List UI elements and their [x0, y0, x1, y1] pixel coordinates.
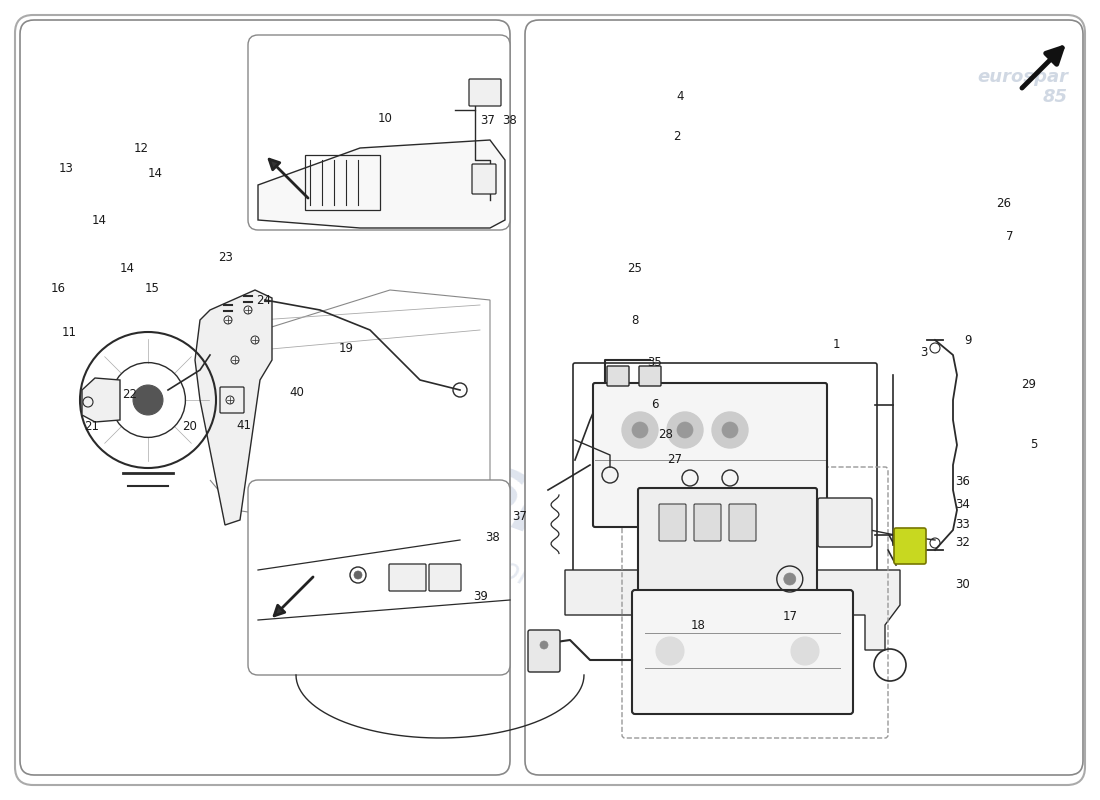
- Text: 33: 33: [955, 518, 970, 530]
- Text: 18: 18: [691, 619, 706, 632]
- FancyBboxPatch shape: [639, 366, 661, 386]
- Text: 35: 35: [647, 356, 662, 369]
- Text: 26: 26: [996, 197, 1011, 210]
- FancyBboxPatch shape: [248, 480, 510, 675]
- Text: 30: 30: [955, 578, 970, 590]
- Text: 38: 38: [502, 114, 517, 126]
- Text: 9: 9: [965, 334, 971, 346]
- Text: 25: 25: [627, 262, 642, 274]
- FancyBboxPatch shape: [593, 383, 827, 527]
- FancyBboxPatch shape: [659, 504, 686, 541]
- Text: 7: 7: [1006, 230, 1013, 242]
- FancyBboxPatch shape: [389, 564, 426, 591]
- Text: 14: 14: [147, 167, 163, 180]
- Text: 29: 29: [1021, 378, 1036, 390]
- Text: 2: 2: [673, 130, 680, 142]
- Polygon shape: [82, 378, 120, 422]
- FancyBboxPatch shape: [729, 504, 756, 541]
- Text: 17: 17: [782, 610, 797, 622]
- FancyBboxPatch shape: [818, 498, 872, 547]
- Text: 85: 85: [1043, 88, 1068, 106]
- Text: 36: 36: [955, 475, 970, 488]
- Text: 28: 28: [658, 428, 673, 441]
- FancyBboxPatch shape: [528, 630, 560, 672]
- Text: 8: 8: [631, 314, 638, 326]
- Circle shape: [784, 573, 795, 585]
- Circle shape: [632, 422, 648, 438]
- Polygon shape: [565, 570, 900, 650]
- Text: eurospar: eurospar: [977, 68, 1068, 86]
- Text: 14: 14: [120, 262, 135, 274]
- Circle shape: [354, 571, 362, 579]
- Text: 12: 12: [133, 142, 148, 154]
- Text: eurospar: eurospar: [297, 386, 663, 574]
- Text: 41: 41: [236, 419, 252, 432]
- Text: 37: 37: [480, 114, 495, 126]
- Text: 15: 15: [144, 282, 159, 294]
- FancyBboxPatch shape: [220, 387, 244, 413]
- Text: 6: 6: [651, 398, 658, 410]
- FancyBboxPatch shape: [894, 528, 926, 564]
- Circle shape: [791, 637, 820, 665]
- FancyBboxPatch shape: [472, 164, 496, 194]
- FancyBboxPatch shape: [632, 590, 853, 714]
- Text: 20: 20: [182, 420, 197, 433]
- Text: 13: 13: [58, 162, 74, 174]
- Text: 21: 21: [84, 420, 99, 433]
- Text: 19: 19: [339, 342, 354, 354]
- Text: 40: 40: [289, 386, 305, 398]
- Text: 4: 4: [676, 90, 683, 102]
- Text: 11: 11: [62, 326, 77, 338]
- FancyBboxPatch shape: [20, 20, 510, 775]
- Text: 38: 38: [485, 531, 501, 544]
- Text: 1: 1: [833, 338, 839, 350]
- FancyBboxPatch shape: [429, 564, 461, 591]
- FancyBboxPatch shape: [694, 504, 720, 541]
- Text: 32: 32: [955, 536, 970, 549]
- Circle shape: [722, 422, 738, 438]
- Text: 10: 10: [377, 112, 393, 125]
- Circle shape: [540, 641, 548, 649]
- Text: 22: 22: [122, 388, 138, 401]
- Text: 37: 37: [512, 510, 527, 522]
- Polygon shape: [258, 140, 505, 228]
- Polygon shape: [195, 290, 272, 525]
- FancyBboxPatch shape: [607, 366, 629, 386]
- FancyBboxPatch shape: [248, 35, 510, 230]
- Text: 16: 16: [51, 282, 66, 294]
- Circle shape: [712, 412, 748, 448]
- Circle shape: [676, 422, 693, 438]
- Text: a passion for parts: a passion for parts: [341, 498, 618, 622]
- FancyBboxPatch shape: [15, 15, 1085, 785]
- Text: 24: 24: [256, 294, 272, 306]
- Circle shape: [667, 412, 703, 448]
- FancyBboxPatch shape: [525, 20, 1084, 775]
- FancyBboxPatch shape: [469, 79, 500, 106]
- Text: 5: 5: [1031, 438, 1037, 450]
- Text: 39: 39: [473, 590, 488, 602]
- Bar: [305, 155, 380, 210]
- Text: 14: 14: [91, 214, 107, 226]
- Text: 27: 27: [667, 454, 682, 466]
- Text: 3: 3: [921, 346, 927, 358]
- Circle shape: [656, 637, 684, 665]
- Circle shape: [621, 412, 658, 448]
- Text: 23: 23: [218, 251, 233, 264]
- Text: 34: 34: [955, 498, 970, 510]
- Circle shape: [133, 385, 163, 415]
- FancyBboxPatch shape: [638, 488, 817, 597]
